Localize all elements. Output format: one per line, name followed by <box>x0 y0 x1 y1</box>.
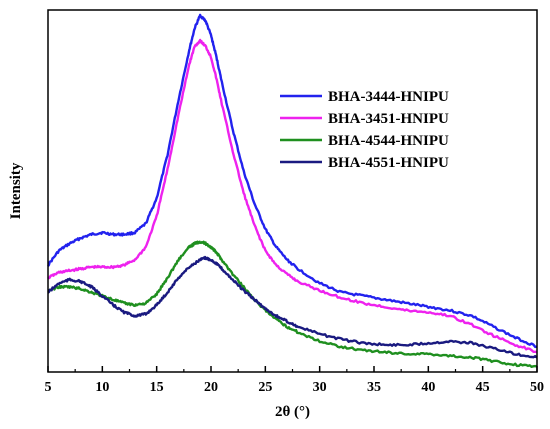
legend: BHA-3444-HNIPU BHA-3451-HNIPU BHA-4544-HNI… <box>280 89 449 171</box>
legend-label: BHA-3444-HNIPU <box>328 89 449 105</box>
x-tick-label: 45 <box>476 380 490 395</box>
x-tick-label: 15 <box>150 380 164 395</box>
x-tick-label: 35 <box>367 380 381 395</box>
y-axis-title: Intensity <box>8 162 24 219</box>
series-line-bha-3451-hnipu <box>47 38 538 354</box>
legend-label: BHA-4544-HNIPU <box>328 133 449 149</box>
x-tick-label: 40 <box>421 380 435 395</box>
x-tick-label: 25 <box>258 380 272 395</box>
x-tick-label: 30 <box>313 380 327 395</box>
plot-lines <box>47 13 538 368</box>
x-axis-ticks: 5 10 15 20 25 30 35 40 45 50 <box>45 366 544 395</box>
x-tick-label: 5 <box>45 380 52 395</box>
plot-frame <box>47 9 538 373</box>
series-line-bha-4544-hnipu <box>47 240 538 368</box>
x-axis-title: 2θ (°) <box>275 404 310 420</box>
x-tick-label: 50 <box>530 380 544 395</box>
series-line-bha-4551-hnipu <box>47 255 538 359</box>
legend-label: BHA-3451-HNIPU <box>328 111 449 127</box>
legend-label: BHA-4551-HNIPU <box>328 155 449 171</box>
series-line-bha-3444-hnipu <box>47 13 538 349</box>
x-tick-label: 10 <box>95 380 109 395</box>
x-tick-label: 20 <box>204 380 218 395</box>
